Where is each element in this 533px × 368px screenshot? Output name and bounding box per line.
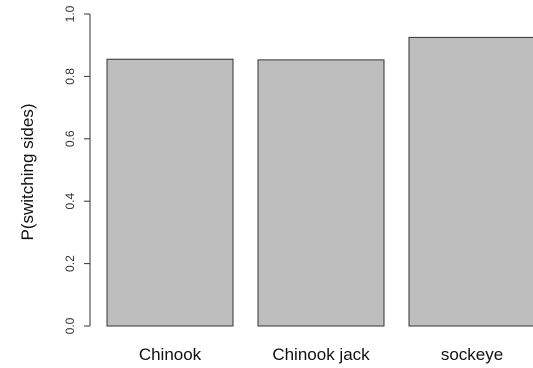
- bar-sockeye: [408, 36, 533, 327]
- y-tick-label: 0.6: [63, 130, 77, 147]
- bar-chinook-jack: [257, 59, 385, 327]
- y-tick-label: 0.0: [63, 317, 77, 334]
- x-tick-label: Chinook jack: [272, 345, 370, 364]
- y-tick-label: 0.8: [63, 68, 77, 85]
- y-tick-label: 0.4: [63, 193, 77, 210]
- x-axis-labels: Chinook Chinook jack sockeye: [139, 345, 503, 364]
- y-axis: 0.0 0.2 0.4 0.6 0.8 1.0: [63, 5, 91, 334]
- y-tick-label: 1.0: [63, 5, 77, 22]
- bars-group: [106, 36, 533, 327]
- x-tick-label: sockeye: [441, 345, 503, 364]
- y-tick-label: 0.2: [63, 255, 77, 272]
- bar-chinook: [106, 58, 234, 327]
- x-tick-label: Chinook: [139, 345, 202, 364]
- y-axis-label: P(switching sides): [18, 104, 37, 241]
